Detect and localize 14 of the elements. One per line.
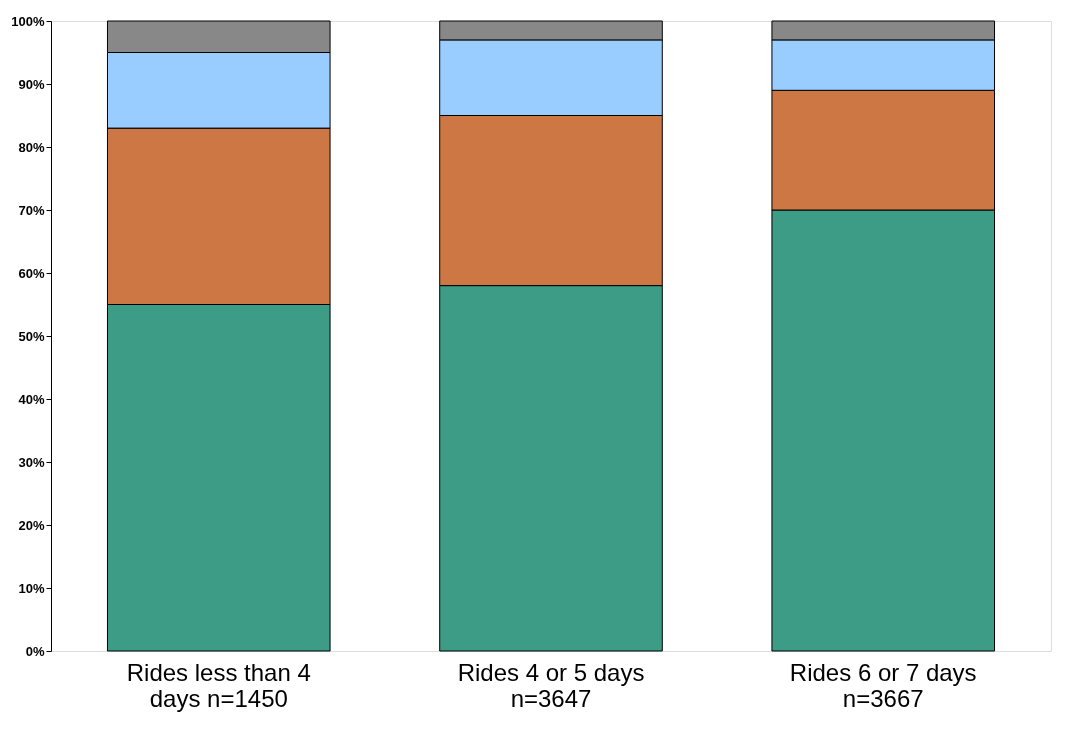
x-tick-label: Rides 4 or 5 days n=3647 (457, 658, 645, 712)
y-tick-label: 10% (18, 580, 45, 596)
y-tick-label: 40% (18, 391, 45, 407)
x-tick-label: Rides 6 or 7 days n=3667 (789, 658, 977, 712)
y-tick-label: 30% (18, 454, 45, 470)
y-tick-label: 0% (25, 643, 45, 659)
y-tick-label: 70% (18, 202, 45, 218)
y-tick-label: 60% (18, 265, 45, 281)
y-tick-label: 100% (11, 13, 45, 29)
x-tick-label: Rides less than 4 days n=1450 (126, 658, 311, 712)
y-tick-label: 80% (18, 139, 45, 155)
y-tick-label: 90% (18, 76, 45, 92)
y-tick-label: 20% (18, 517, 45, 533)
y-tick-label: 50% (18, 328, 45, 344)
